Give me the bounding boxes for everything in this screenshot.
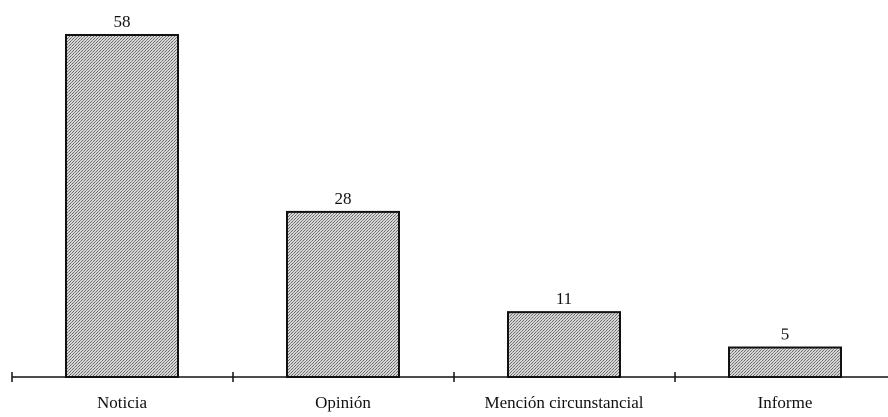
x-tick-label: Noticia: [97, 393, 147, 412]
bar-mención-circunstancial: [507, 311, 621, 379]
x-tick-labels-layer: Noticia Opinión Mención circunstancial Info…: [97, 393, 812, 412]
bar-value-label: 28: [335, 189, 352, 208]
bars-layer: [65, 34, 842, 379]
bar-value-label: 11: [556, 289, 572, 308]
bar-informe: [728, 346, 842, 379]
bar-opinión: [286, 210, 400, 378]
x-axis: [11, 372, 888, 382]
x-tick-label: Mención circunstancial: [484, 393, 643, 412]
bar-value-label: 5: [781, 325, 790, 344]
bar-value-label: 58: [114, 12, 131, 31]
x-tick-label: Informe: [758, 393, 813, 412]
bar-noticia: [65, 34, 179, 378]
x-tick-label: Opinión: [315, 393, 371, 412]
value-labels-layer: 58 28 11 5: [114, 12, 790, 344]
